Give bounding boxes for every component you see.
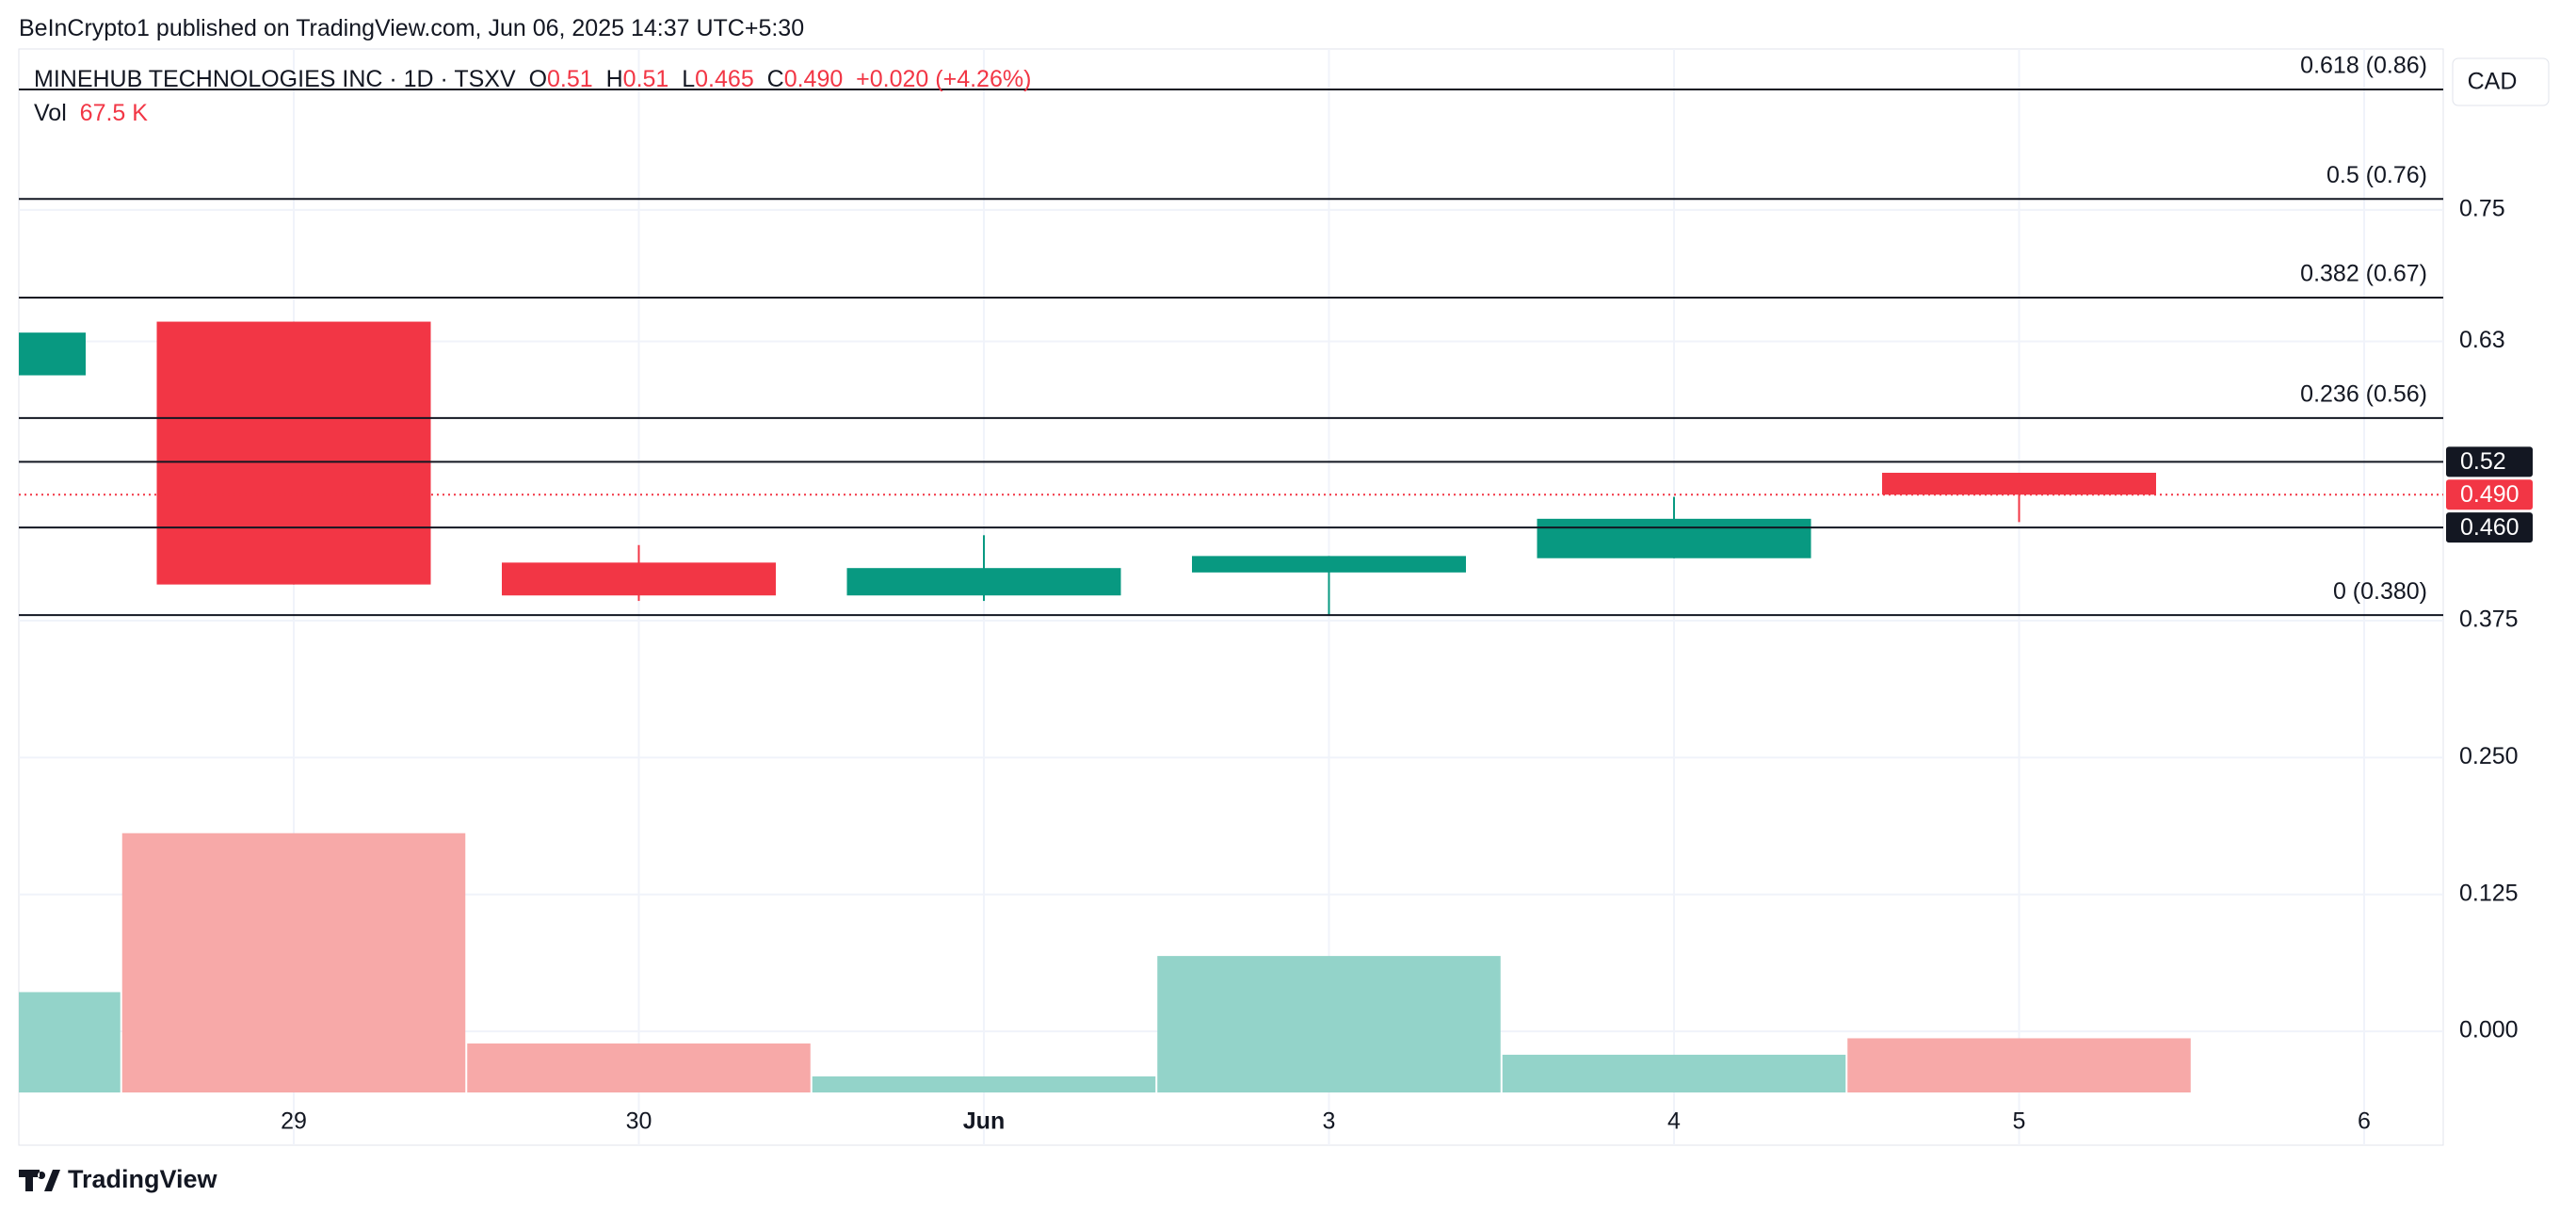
x-tick-label: Jun — [963, 1108, 1005, 1135]
c-label: C — [766, 66, 784, 92]
fib-label: 0 (0.380) — [2333, 578, 2427, 605]
c-value: 0.490 — [783, 66, 844, 92]
brand-logo — [19, 1170, 60, 1191]
candle-body — [502, 562, 776, 596]
candle-body — [1882, 473, 2156, 495]
x-tick-label: 4 — [1667, 1108, 1681, 1135]
candle-body — [846, 568, 1121, 596]
volume-bar — [121, 833, 466, 1092]
vol-value: 67.5 K — [79, 100, 148, 126]
fib-label: 0.618 (0.86) — [2300, 53, 2427, 79]
x-tick-label: 30 — [626, 1108, 652, 1135]
last-price-label: 0.490 — [2460, 481, 2520, 508]
y-tick-label: 0.125 — [2459, 880, 2519, 906]
l-value: 0.465 — [695, 66, 754, 92]
h-label: H — [605, 66, 623, 92]
brand: TradingView — [68, 1165, 218, 1193]
volume-bar — [1502, 1054, 1846, 1092]
currency-box — [2452, 57, 2550, 106]
y-tick-label: 0.75 — [2459, 196, 2505, 222]
fib-label: 0.236 (0.56) — [2300, 380, 2427, 407]
candle-body — [1537, 518, 1811, 558]
x-tick-label: 5 — [2013, 1108, 2026, 1135]
x-tick-label: 3 — [1323, 1108, 1336, 1135]
l-label: L — [682, 66, 696, 92]
currency: CAD — [2468, 69, 2518, 95]
o-value: 0.51 — [547, 66, 593, 92]
plot-area — [19, 49, 2443, 1145]
y-tick-label: 0.63 — [2459, 327, 2505, 353]
volume-legend: Vol 67.5 K — [34, 100, 148, 127]
volume-bar — [467, 1043, 811, 1092]
volume-bar — [19, 992, 121, 1092]
symbol: MINEHUB TECHNOLOGIES INC · 1D · TSXV — [34, 66, 516, 92]
candle-body — [19, 332, 86, 376]
x-tick-label: 29 — [281, 1108, 307, 1135]
plot-frame — [18, 48, 2444, 1146]
fib-label: 0.5 (0.76) — [2326, 162, 2427, 188]
candle-body — [156, 321, 431, 585]
y-tick-label: 0.250 — [2459, 743, 2519, 769]
price-label-box — [2446, 512, 2533, 543]
x-tick-label: 6 — [2358, 1108, 2371, 1135]
price-label: 0.52 — [2460, 448, 2506, 475]
price-label-box — [2446, 446, 2533, 477]
vol-label: Vol — [34, 100, 67, 126]
candle-body — [1192, 556, 1466, 573]
y-tick-label: 0.000 — [2459, 1017, 2519, 1043]
price-label: 0.460 — [2460, 514, 2520, 541]
y-tick-label: 0.375 — [2459, 606, 2519, 633]
volume-bar — [812, 1076, 1156, 1092]
h-value: 0.51 — [622, 66, 669, 92]
legend-line: MINEHUB TECHNOLOGIES INC · 1D · TSXV O0.… — [34, 66, 1031, 93]
volume-bar — [1157, 956, 1501, 1092]
fib-label: 0.382 (0.67) — [2300, 261, 2427, 287]
change: +0.020 (+4.26%) — [856, 66, 1032, 92]
published: BeInCrypto1 published on TradingView.com… — [19, 15, 805, 41]
o-label: O — [528, 66, 548, 92]
volume-bar — [1847, 1038, 2191, 1092]
last-price-box — [2446, 479, 2533, 510]
